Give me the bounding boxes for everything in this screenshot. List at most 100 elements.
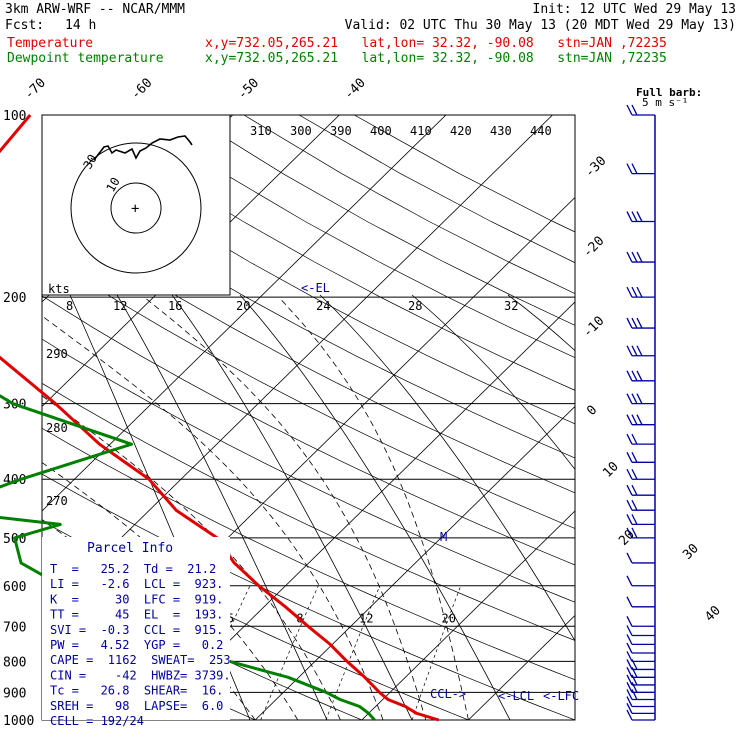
- wind-barb-flag-450-0: [626, 499, 633, 511]
- theta-label-300: 300: [290, 124, 312, 138]
- wind-barb-flag-100-0: [626, 104, 633, 116]
- wind-barb-flag-600-0: [626, 575, 633, 587]
- parcel-info-background: [42, 537, 230, 720]
- isotherm-0: [148, 301, 575, 720]
- valid-time: Valid: 02 UTC Thu 30 May 13 (20 MDT Wed …: [344, 18, 736, 33]
- lcl-marker: <-LCL: [498, 689, 534, 703]
- mixing-ratio-20: [411, 585, 462, 720]
- wind-barb-flag-125-0: [626, 163, 633, 174]
- pressure-label-1000: 1000: [3, 714, 34, 729]
- isotherm-right-label--30: -30: [582, 154, 609, 181]
- dry-adiabat-140: [133, 115, 575, 358]
- theta-label-430: 430: [490, 124, 512, 138]
- wind-barb-1000: [626, 709, 655, 721]
- dry-adiabat-80: [42, 295, 575, 566]
- moist-adiabat-18: [42, 395, 341, 720]
- moist-adiabat-26: [143, 296, 427, 720]
- wind-barb-flag-400-0: [626, 468, 633, 480]
- mixing-ratio-8: [260, 585, 319, 720]
- wind-barb-flag-150-1: [631, 211, 638, 222]
- wind-barb-175: [626, 251, 655, 263]
- dry-adiabat-label-270: 270: [46, 494, 68, 508]
- dry-adiabat-170: [298, 115, 575, 264]
- wind-barb-875: [626, 674, 655, 686]
- dry-adiabat-110: [42, 169, 575, 459]
- temperature-legend: Temperature: [7, 36, 94, 51]
- wind-barb-flag-900-1: [631, 682, 638, 693]
- hodograph-speed-line-5: [411, 294, 575, 471]
- isotherm-right-label--20: -20: [580, 234, 607, 261]
- pressure-label-600: 600: [3, 580, 26, 595]
- parcel-info-row: TT = 45 EL = 193.: [50, 608, 223, 622]
- wind-barb-flag-375-0: [626, 451, 633, 463]
- model-title: 3km ARW-WRF -- NCAR/MMM: [5, 2, 186, 17]
- theta-label-400: 400: [370, 124, 392, 138]
- theta-label-390: 390: [330, 124, 352, 138]
- hodograph-ring-small: [110, 182, 162, 234]
- wind-barb-350: [626, 433, 655, 445]
- hodograph-box: [41, 114, 231, 296]
- wind-barb-flag-325-1: [631, 414, 638, 425]
- parcel-info-row: Tc = 26.8 SHEAR= 16.: [50, 684, 223, 698]
- wind-barb-flag-800-0: [626, 651, 633, 662]
- dry-adiabat-labels: 290 280 270: [46, 347, 68, 508]
- wind-barb-950: [626, 696, 655, 708]
- hodograph-speed-label-1: 12: [113, 299, 127, 313]
- wind-barb-flag-350-1: [631, 433, 638, 445]
- wind-barb-flag-225-0: [626, 317, 633, 329]
- mixing-ratio-12: [325, 585, 381, 720]
- wind-barb-flag-950-0: [626, 696, 633, 707]
- dry-adiabat-label-280: 280: [46, 421, 68, 435]
- dewpoint-profile: [0, 394, 376, 722]
- hodograph-speed-line-2: [171, 294, 413, 720]
- hodograph-speed-label-2: 16: [168, 299, 182, 313]
- el-marker: <-EL: [301, 281, 330, 295]
- wind-barb-flag-250-0: [626, 345, 633, 357]
- parcel-info-row: LI = -2.6 LCL = 923.: [50, 577, 223, 591]
- wind-barb-flag-325-2: [636, 414, 643, 425]
- hodograph-speed-label-6: 32: [504, 299, 518, 313]
- wind-barb-500: [626, 527, 655, 539]
- isotherm--20: [42, 115, 554, 617]
- wind-barb-flag-275-0: [626, 370, 633, 382]
- wind-barb-600: [626, 575, 655, 587]
- wind-barb-225: [626, 317, 655, 329]
- wind-barb-flag-200-1: [631, 286, 638, 298]
- dry-adiabat-lines: [42, 115, 575, 720]
- wind-barb-flag-300-1: [631, 393, 638, 404]
- wind-barb-800: [626, 651, 655, 663]
- wind-barb-flag-850-0: [626, 667, 633, 678]
- pressure-label-800: 800: [3, 655, 26, 670]
- isotherm-20: [361, 510, 575, 720]
- dry-adiabat-60: [42, 382, 575, 641]
- isotherm-top-label--50: -50: [235, 76, 262, 103]
- wind-barb-400: [626, 468, 655, 480]
- parcel-info-row: CELL = 192/24: [50, 714, 144, 728]
- theta-label-310: 310: [250, 124, 272, 138]
- wind-barb-650: [626, 596, 655, 608]
- wind-barb-flag-475-1: [631, 514, 638, 525]
- dry-adiabat-90: [42, 252, 575, 529]
- hodograph-speed-line-4: [319, 294, 575, 642]
- isotherm-right-label-10: 10: [600, 459, 622, 481]
- dry-adiabat-20: [42, 568, 362, 720]
- wind-key-units: 5 m s⁻¹: [642, 96, 688, 109]
- wind-barb-flag-500-1: [631, 527, 638, 539]
- wind-barb-flag-225-1: [631, 317, 638, 329]
- isotherm-right-label-40: 40: [702, 603, 724, 625]
- wind-barb-flag-250-1: [631, 345, 638, 357]
- dry-adiabat-150: [188, 115, 575, 326]
- wind-barb-flag-100-1: [631, 104, 638, 116]
- wind-barb-flag-875-1: [631, 674, 638, 686]
- wind-barb-flag-125-1: [631, 163, 638, 174]
- wind-barbs: [626, 104, 655, 721]
- forecast-hours: 14 h: [65, 18, 97, 33]
- pressure-label-900: 900: [3, 686, 26, 701]
- parcel-info-row: CIN = -42 HWBZ= 3739.: [50, 668, 231, 682]
- hodograph-speed-line-6: [507, 294, 575, 352]
- dry-adiabat-120: [42, 127, 575, 425]
- hodograph-speed-line-3: [239, 294, 511, 720]
